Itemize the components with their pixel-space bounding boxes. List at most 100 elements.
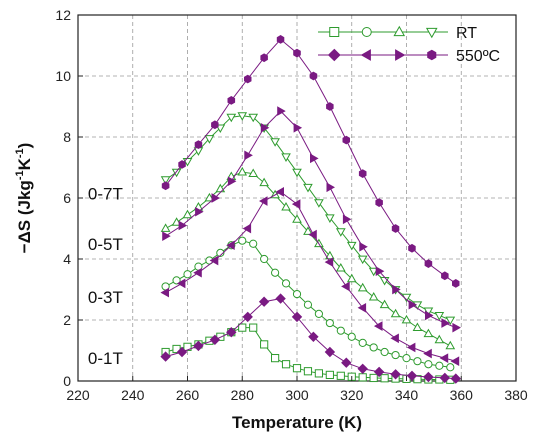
y-tick-label: 0	[63, 373, 71, 389]
y-axis-title-part: )	[15, 143, 34, 149]
data-point	[259, 177, 269, 187]
data-point	[402, 354, 411, 363]
data-point	[435, 361, 444, 370]
data-point	[314, 199, 324, 208]
legend-marker	[327, 48, 341, 62]
data-point	[392, 284, 401, 295]
data-point	[176, 346, 188, 358]
data-point	[310, 153, 319, 164]
data-point	[390, 369, 401, 380]
data-point	[258, 296, 270, 307]
data-point	[160, 351, 171, 362]
data-point	[324, 346, 336, 358]
data-point	[260, 340, 269, 349]
data-point	[178, 220, 188, 231]
data-point	[450, 373, 462, 384]
data-point	[424, 360, 433, 369]
data-point	[368, 291, 379, 301]
data-point	[369, 373, 378, 383]
data-point	[160, 223, 171, 232]
field-label: 0-5T	[88, 235, 123, 254]
data-point	[216, 248, 225, 257]
data-point	[281, 201, 291, 211]
data-point	[390, 333, 399, 344]
series-550c-0-1t	[160, 293, 462, 384]
x-tick-label: 280	[231, 387, 255, 403]
data-point	[193, 267, 202, 278]
y-axis-title-sup: -1	[14, 170, 26, 180]
data-point	[314, 309, 323, 318]
data-point	[326, 182, 336, 193]
data-point	[281, 279, 291, 288]
data-point	[281, 153, 291, 163]
legend-marker	[361, 27, 372, 37]
field-label: 0-3T	[88, 288, 123, 307]
y-axis-title-part: −ΔS (Jkg	[15, 180, 34, 253]
data-point	[357, 302, 367, 313]
legend-marker	[425, 27, 438, 39]
y-axis-title-part: K	[15, 157, 34, 170]
data-point	[413, 357, 422, 366]
data-point	[260, 123, 270, 133]
data-point	[227, 96, 236, 105]
data-point	[275, 187, 284, 197]
data-point	[309, 71, 318, 81]
data-point	[248, 113, 259, 123]
data-point	[172, 276, 181, 285]
data-point	[379, 299, 390, 309]
data-point	[248, 168, 259, 177]
data-point	[325, 318, 334, 328]
data-point	[281, 360, 291, 369]
data-point	[238, 236, 247, 245]
data-point	[336, 371, 345, 380]
data-point	[314, 369, 323, 378]
data-point	[401, 314, 412, 324]
data-point	[237, 166, 248, 176]
data-point	[423, 328, 434, 338]
data-point	[171, 217, 182, 226]
data-point	[341, 357, 352, 368]
data-point	[434, 312, 445, 321]
y-tick-label: 2	[63, 312, 71, 328]
data-point	[291, 311, 303, 323]
data-point	[326, 102, 334, 111]
data-point	[441, 271, 449, 281]
series-rt-0-5t	[160, 166, 456, 350]
data-point	[194, 140, 203, 149]
series-550c-0-3t	[160, 187, 460, 366]
x-axis-title: Temperature (K)	[232, 413, 362, 432]
data-point	[335, 228, 346, 237]
data-point	[270, 138, 280, 147]
data-point	[342, 214, 352, 225]
data-point	[441, 318, 451, 328]
x-axis: 220 240 260 280 300 320 340 360 380	[66, 376, 528, 403]
data-point	[357, 255, 368, 265]
data-point	[324, 257, 334, 267]
data-point	[176, 278, 186, 289]
data-point	[325, 370, 334, 379]
legend-marker	[360, 49, 371, 61]
data-point	[375, 198, 383, 207]
data-point	[391, 224, 400, 233]
data-point	[260, 53, 268, 63]
data-point	[303, 300, 313, 309]
legend-marker	[395, 49, 406, 61]
data-point	[336, 326, 345, 335]
series-rt-0-3t	[161, 236, 455, 372]
data-point	[308, 331, 319, 343]
x-tick-label: 340	[395, 387, 419, 403]
data-point	[412, 322, 423, 331]
data-point	[408, 243, 416, 253]
data-point	[227, 176, 237, 187]
data-point	[368, 267, 379, 277]
data-point	[242, 223, 252, 234]
data-point	[249, 239, 258, 248]
series-rt-0-7t	[160, 112, 456, 326]
data-point	[358, 338, 367, 347]
data-point	[226, 113, 237, 123]
field-label: 0-7T	[88, 184, 123, 203]
y-tick-label: 4	[63, 251, 71, 267]
data-point	[204, 192, 215, 202]
data-point	[434, 334, 445, 344]
data-point	[423, 348, 432, 359]
